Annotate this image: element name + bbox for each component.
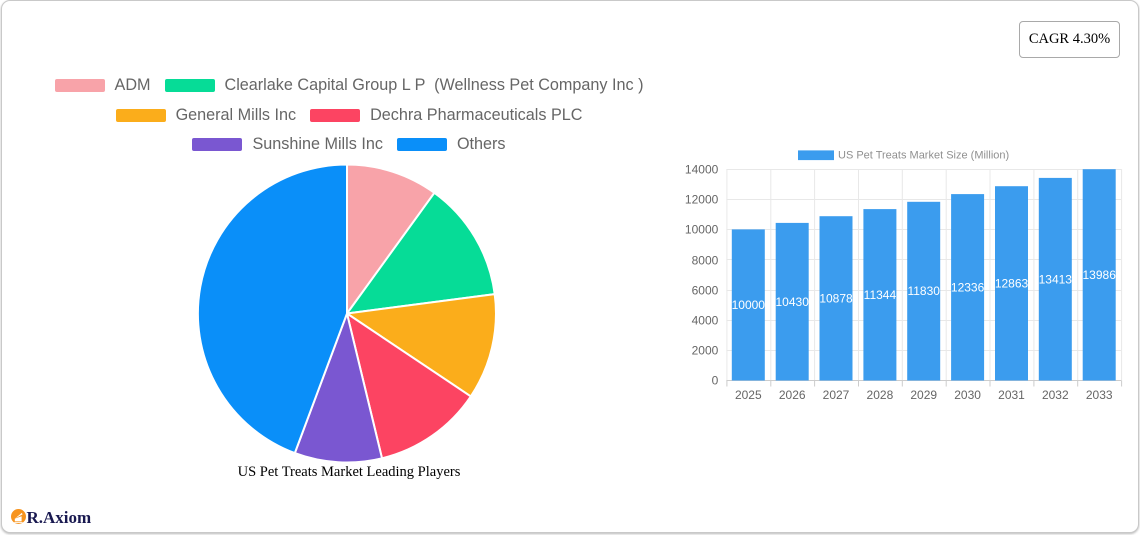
svg-text:US Pet Treats Market Size (Mil: US Pet Treats Market Size (Million) (838, 150, 1009, 162)
svg-text:2025: 2025 (735, 388, 762, 402)
svg-text:2026: 2026 (779, 388, 806, 402)
svg-text:2028: 2028 (867, 388, 894, 402)
svg-text:13986: 13986 (1083, 268, 1117, 282)
svg-text:12000: 12000 (685, 193, 719, 207)
svg-text:2029: 2029 (910, 388, 937, 402)
svg-text:8000: 8000 (692, 254, 719, 268)
svg-text:12863: 12863 (995, 276, 1029, 290)
svg-text:2032: 2032 (1042, 388, 1069, 402)
svg-text:10000: 10000 (685, 223, 719, 237)
svg-text:6000: 6000 (692, 284, 719, 298)
svg-text:2000: 2000 (692, 344, 719, 358)
svg-text:2031: 2031 (998, 388, 1025, 402)
svg-text:2027: 2027 (823, 388, 850, 402)
svg-text:10878: 10878 (819, 291, 853, 305)
svg-text:2030: 2030 (954, 388, 981, 402)
svg-text:4000: 4000 (692, 314, 719, 328)
svg-text:11344: 11344 (864, 288, 897, 302)
svg-text:2033: 2033 (1086, 388, 1113, 402)
svg-text:10000: 10000 (732, 298, 766, 312)
svg-text:14000: 14000 (685, 163, 719, 177)
svg-text:13413: 13413 (1039, 272, 1073, 286)
svg-text:0: 0 (712, 374, 719, 388)
svg-text:12336: 12336 (951, 280, 985, 294)
svg-text:11830: 11830 (907, 284, 940, 298)
svg-text:10430: 10430 (776, 295, 810, 309)
